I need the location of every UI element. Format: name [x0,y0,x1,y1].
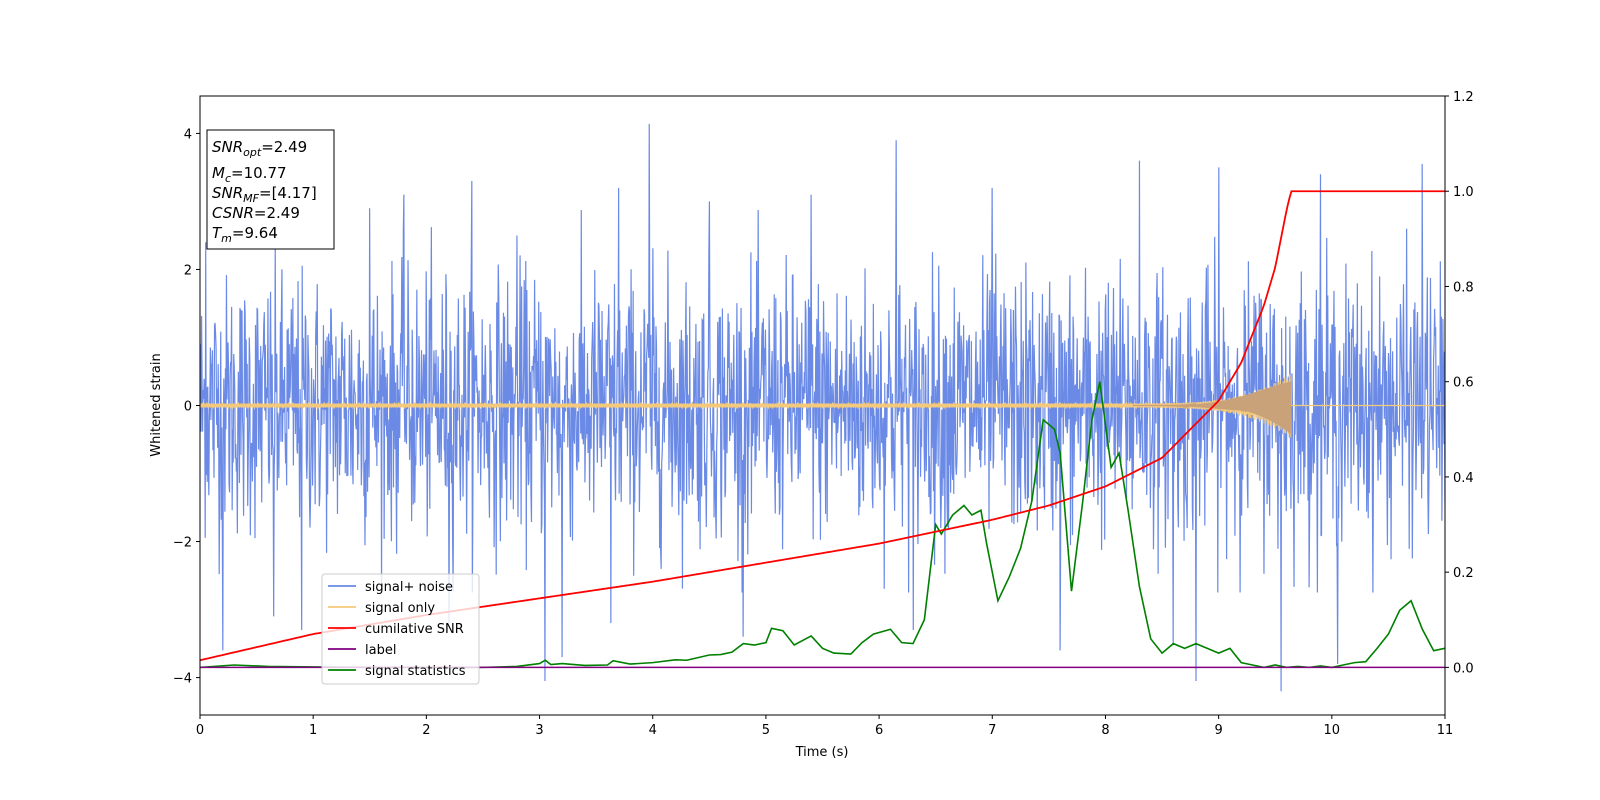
x-tick-label: 9 [1214,723,1222,738]
y-axis-title: Whitened strain [149,353,164,456]
y-tick-label: 4 [184,127,192,142]
x-tick-label: 11 [1437,723,1454,738]
y-tick-label: −2 [173,536,192,551]
x-tick-label: 0 [196,723,204,738]
legend-label: signal statistics [365,664,466,679]
x-tick-label: 6 [875,723,883,738]
y-tick-label: 2 [184,263,192,278]
info-box: SNRopt=2.49 Mc=10.77 SNRMF=[4.17] CSNR=2… [206,129,335,250]
tm-annotation: Tm=9.64 [212,224,278,245]
y-tick-label: −4 [173,672,192,687]
legend-label: signal only [365,601,435,616]
signal-noise-series [200,123,1445,692]
y2-tick-label: 1.0 [1453,185,1474,200]
legend-box [321,573,480,685]
x-tick-label: 5 [762,723,770,738]
y2-tick-label: 0.6 [1453,376,1474,391]
y2-tick-label: 0.0 [1453,661,1474,676]
snr-mf-annotation: SNRMF=[4.17] [212,184,317,205]
x-tick-label: 1 [309,723,317,738]
x-tick-label: 2 [422,723,430,738]
legend-label: cumilative SNR [365,622,464,637]
y2-tick-label: 0.2 [1453,566,1474,581]
x-tick-label: 4 [649,723,657,738]
legend-label: label [365,643,396,658]
y-axis-right: 1.2 1.0 0.8 0.6 0.4 0.2 0.0 [1445,90,1474,676]
x-tick-label: 8 [1101,723,1109,738]
y2-tick-label: 0.4 [1453,471,1474,486]
x-tick-label: 10 [1324,723,1341,738]
mc-annotation: Mc=10.77 [212,164,287,185]
csnr-annotation: CSNR=2.49 [212,204,300,222]
x-tick-label: 7 [988,723,996,738]
legend: signal+ noise signal only cumilative SNR la… [321,573,480,685]
snr-opt-annotation: SNRopt=2.49 [212,138,307,159]
y-axis-left: 4 2 0 −2 −4 [173,127,200,687]
legend-label: signal+ noise [365,580,453,595]
x-axis: 0 1 2 3 4 5 6 7 8 9 10 11 [196,715,1453,738]
x-axis-title: Time (s) [795,745,849,760]
y2-tick-label: 1.2 [1453,90,1474,105]
x-tick-label: 3 [535,723,543,738]
y2-tick-label: 0.8 [1453,280,1474,295]
y-tick-label: 0 [184,400,192,415]
signal-noise-line [200,123,1445,692]
